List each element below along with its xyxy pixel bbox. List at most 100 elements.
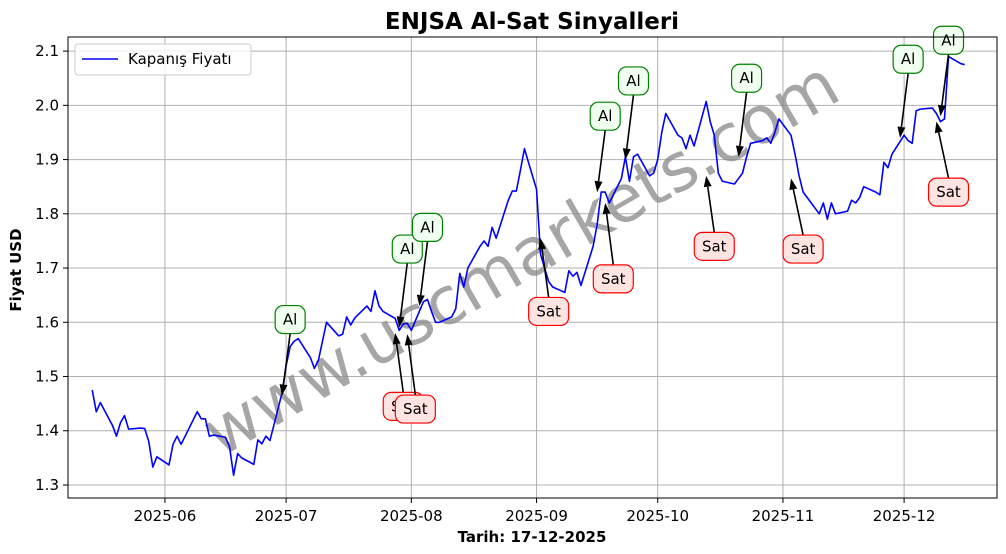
- tick-layer: 2025-06 2025-07 2025-08 2025-09 2025-10 2025-…: [35, 42, 935, 525]
- signal-label-box: [274, 304, 306, 335]
- signal-label-box: [391, 234, 423, 264]
- y-tick-label: 1.7: [35, 259, 59, 277]
- signal-label-box: [394, 394, 436, 424]
- signal-arrow-shaft: [282, 333, 291, 385]
- signal-label-text: Al: [400, 240, 414, 258]
- signal-arrow-shaft: [419, 241, 429, 296]
- signal-label-text: Al: [283, 311, 297, 329]
- sat-signal: Sat: [394, 334, 436, 424]
- x-tick-label: 2025-08: [380, 507, 443, 525]
- legend-frame: [74, 43, 252, 76]
- x-tick-label: 2025-12: [873, 507, 936, 525]
- al-signal: Al: [411, 212, 444, 307]
- signal-label-text: Al: [901, 50, 915, 68]
- signal-label-text: Sat: [791, 240, 816, 258]
- signal-arrow-shaft: [541, 249, 550, 298]
- y-tick-label: 1.3: [35, 476, 59, 494]
- sat-signal: Sat: [782, 178, 824, 264]
- signal-arrow-head: [416, 294, 425, 307]
- signal-label-box: [528, 296, 570, 327]
- signal-arrow-shaft: [706, 186, 716, 233]
- signal-arrow-head: [594, 180, 603, 193]
- signal-arrow-head: [279, 384, 288, 396]
- annotation-layer: AlAlAlAlAlAlAlAlSatSatSatSatSatSatSat: [274, 25, 970, 424]
- signal-arrow-head: [404, 334, 413, 346]
- y-tick-label: 1.9: [35, 151, 59, 169]
- signal-arrow-shaft: [605, 213, 615, 265]
- signal-label-text: Sat: [536, 302, 561, 320]
- signal-arrow-head: [396, 316, 405, 328]
- al-signal: Al: [617, 66, 650, 160]
- signal-label-text: Sat: [601, 270, 626, 288]
- x-tick-label: 2025-09: [505, 507, 568, 525]
- signal-label-text: Sat: [403, 400, 428, 418]
- plot-frame: [67, 36, 998, 499]
- signal-label-text: Sat: [702, 237, 727, 255]
- signal-label-text: Al: [739, 69, 753, 87]
- legend-label: Kapanış Fiyatı: [128, 50, 232, 68]
- watermark-text: www.uscmarkets.com: [190, 45, 852, 472]
- sat-signal: Sat: [693, 175, 735, 261]
- al-signal: Al: [589, 101, 621, 193]
- x-tick-label: 2025-06: [134, 507, 197, 525]
- al-signal: Al: [391, 234, 423, 328]
- x-tick-label: 2025-07: [255, 507, 318, 525]
- signal-label-box: [927, 177, 970, 207]
- signal-label-text: Al: [598, 107, 612, 125]
- signal-label-box: [693, 231, 735, 261]
- y-tick-label: 1.8: [35, 205, 59, 223]
- signal-label-text: Al: [420, 218, 434, 236]
- signal-arrow-head: [703, 175, 712, 188]
- series-layer: [91, 55, 965, 477]
- signal-arrow-shaft: [941, 54, 950, 106]
- signal-label-box: [411, 212, 444, 242]
- signal-arrow-head: [622, 148, 631, 160]
- signal-arrow-head: [937, 104, 946, 117]
- price-series-line: [91, 55, 965, 477]
- y-tick-label: 1.5: [35, 368, 59, 386]
- watermark-layer: www.uscmarkets.com: [190, 45, 852, 472]
- signal-arrow-shaft: [937, 132, 950, 179]
- y-tick-label: 2.0: [35, 96, 59, 114]
- signal-arrow-head: [602, 202, 611, 215]
- signal-arrow-shaft: [407, 345, 417, 396]
- signal-label-box: [892, 44, 924, 74]
- signal-label-text: Al: [941, 31, 955, 49]
- legend: Kapanış Fiyatı: [74, 43, 252, 76]
- y-tick-label: 2.1: [35, 42, 59, 60]
- al-signal: Al: [932, 25, 965, 117]
- y-tick-label: 1.6: [35, 313, 59, 331]
- y-axis-label: Fiyat USD: [7, 228, 25, 311]
- x-axis-label: Tarih: 17-12-2025: [458, 528, 607, 546]
- signal-arrow-shaft: [739, 92, 748, 147]
- signal-label-box: [617, 66, 650, 96]
- x-tick-label: 2025-10: [626, 507, 689, 525]
- al-signal: Al: [892, 44, 924, 138]
- sat-signal: Sat: [592, 202, 634, 294]
- signal-label-box: [782, 234, 824, 264]
- signal-arrow-shaft: [395, 343, 405, 393]
- chart-title: ENJSA Al-Sat Sinyalleri: [385, 9, 679, 35]
- y-tick-label: 1.4: [35, 422, 59, 440]
- x-tick-label: 2025-11: [752, 507, 815, 525]
- signal-label-text: Sat: [936, 183, 961, 201]
- signal-arrow-head: [392, 333, 401, 345]
- signal-label-box: [592, 264, 634, 294]
- signal-arrow-shaft: [900, 73, 909, 128]
- signal-label-box: [932, 25, 965, 55]
- signal-arrow-shaft: [597, 130, 606, 182]
- signal-arrow-shaft: [625, 94, 635, 149]
- signal-arrow-head: [897, 126, 906, 138]
- al-signal: Al: [274, 304, 306, 396]
- grid-layer: [68, 37, 997, 498]
- al-signal: Al: [730, 63, 763, 157]
- signal-arrow-head: [934, 121, 943, 134]
- signal-label-box: [589, 101, 621, 131]
- signal-label-text: Al: [626, 72, 640, 90]
- signal-arrow-shaft: [792, 189, 804, 236]
- sat-signal: Sat: [927, 121, 970, 207]
- signal-arrow-shaft: [399, 262, 409, 317]
- signal-arrow-head: [735, 145, 744, 157]
